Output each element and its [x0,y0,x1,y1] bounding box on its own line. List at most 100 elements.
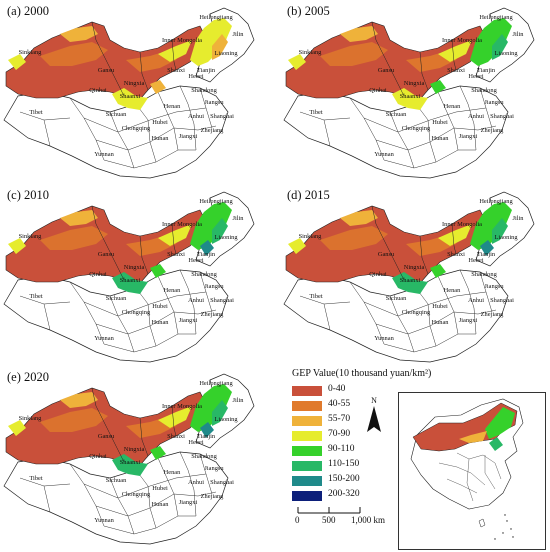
province-label-henan: Henan [164,103,181,110]
province-boundary [95,125,217,151]
province-label-chongqing: Chongqing [122,491,151,498]
province-label-anhui: Anhui [468,113,484,120]
province-label-anhui: Anhui [468,297,484,304]
province-label-hubei: Hubei [152,303,168,310]
gep-region-70-90 [8,420,26,436]
legend-item: 70-90 [292,429,412,443]
country-outline [283,269,509,363]
province-label-ningxia: Ningxia [124,264,145,271]
province-label-ningxia: Ningxia [404,80,425,87]
north-arrow-icon [367,406,381,432]
legend-label: 40-55 [328,399,351,409]
province-label-jiangxi: Jiangxi [459,317,478,324]
gep-region-northeast [190,18,232,66]
province-boundary [157,91,179,151]
scale-label-0: 0 [295,515,300,525]
country-outline [3,451,229,545]
province-label-liaoning: Liaoning [494,234,518,241]
province-label-qinhai: Qinhai [89,271,107,278]
province-boundary [179,85,197,151]
province-label-sinkiang: Sinkiang [299,233,323,240]
legend-swatch [292,386,322,396]
province-boundary [69,281,105,345]
province-boundary [459,269,477,335]
gep-region-55-70 [340,210,378,226]
province-label-jiangxi: Jiangxi [459,133,478,140]
province-boundary [363,291,487,317]
gep-region-corridor [392,272,428,294]
map-2005: Heilongjiang Jilin Inner Mongolia Liaoning S… [283,7,535,179]
province-label-shanghai: Shanghai [210,297,234,304]
gep-region-70-90 [8,238,26,254]
province-label-ningxia: Ningxia [124,80,145,87]
map-panel-2000: Heilongjiang Jilin Inner Mongolia Liaoning S… [0,0,270,180]
province-label-hunan: Hunan [151,135,169,142]
province-boundary [157,457,179,517]
province-boundary [171,223,177,255]
province-label-jilin: Jilin [512,31,524,38]
province-boundary [437,91,459,151]
province-label-jilin: Jilin [232,215,244,222]
province-label-tianjin: Tianjin [477,251,496,258]
map-2015: Heilongjiang Jilin Inner Mongolia Liaoning S… [283,191,535,363]
province-label-heilongjiang: Heilongjiang [199,380,233,387]
north-label: N [371,396,377,405]
gep-region-corridor [112,272,148,294]
legend-item: 90-110 [292,444,412,458]
province-boundary [415,287,437,347]
province-boundary [83,291,207,317]
legend-swatch [292,461,322,471]
gep-region-northeast [470,202,512,250]
province-label-ningxia: Ningxia [124,446,145,453]
province-label-shanghai: Shanghai [490,297,514,304]
map-2010: Heilongjiang Jilin Inner Mongolia Liaoning S… [3,191,255,363]
gep-region-corridor [112,454,148,476]
gep-region-40-55 [320,226,388,250]
gep-region-corridor [150,80,166,94]
province-boundary [323,303,331,331]
province-label-zhejiang: Zhejiang [201,127,225,134]
map-2000: Heilongjiang Jilin Inner Mongolia Liaoning S… [3,7,255,179]
province-label-jiangsu: Jiangsu [204,283,224,290]
scale-label-500: 500 [322,515,336,525]
province-label-ningxia: Ningxia [404,264,425,271]
legend-item: 0-40 [292,384,412,398]
province-boundary [349,281,385,345]
gep-region-corridor [150,264,166,278]
province-label-jiangxi: Jiangxi [179,133,198,140]
province-boundary [179,451,197,517]
map-panel-2015: Heilongjiang Jilin Inner Mongolia Liaoning S… [280,184,550,364]
province-label-hebei: Hebei [468,73,483,80]
province-label-tibet: Tibet [309,293,322,300]
province-label-zhejiang: Zhejiang [481,127,505,134]
gep-region-55-70 [60,26,98,42]
legend-swatch [292,476,322,486]
gep-region-40-55 [320,42,388,66]
map-panel-2020: Heilongjiang Jilin Inner Mongolia Liaoning S… [0,366,270,546]
province-boundary [95,309,217,335]
province-label-shanghai: Shanghai [210,479,234,486]
province-label-tibet: Tibet [29,475,42,482]
province-label-chongqing: Chongqing [402,125,431,132]
province-boundary [415,103,437,163]
province-label-sinkiang: Sinkiang [19,233,43,240]
panel-label: (b) 2005 [287,4,330,18]
province-label-yunnan: Yunnan [94,151,114,158]
map-panel-2010: Heilongjiang Jilin Inner Mongolia Liaoning S… [0,184,270,364]
province-label-shanxi: Shanxi [447,67,465,74]
province-label-sichuan: Sichuan [386,295,407,302]
province-label-jiangsu: Jiangsu [204,465,224,472]
province-label-chongqing: Chongqing [122,125,151,132]
province-label-tibet: Tibet [309,109,322,116]
province-boundary [419,235,429,275]
gep-region-55-70 [340,26,378,42]
province-boundary [91,387,125,463]
province-boundary [451,39,457,71]
province-label-henan: Henan [444,103,461,110]
province-label-heilongjiang: Heilongjiang [199,198,233,205]
province-label-shandong: Shandong [191,87,217,94]
gep-region-40-55 [40,226,108,250]
scale-label-1000: 1,000 km [351,515,386,525]
gep-region-70-90 [438,40,472,62]
province-label-shandong: Shandong [191,453,217,460]
